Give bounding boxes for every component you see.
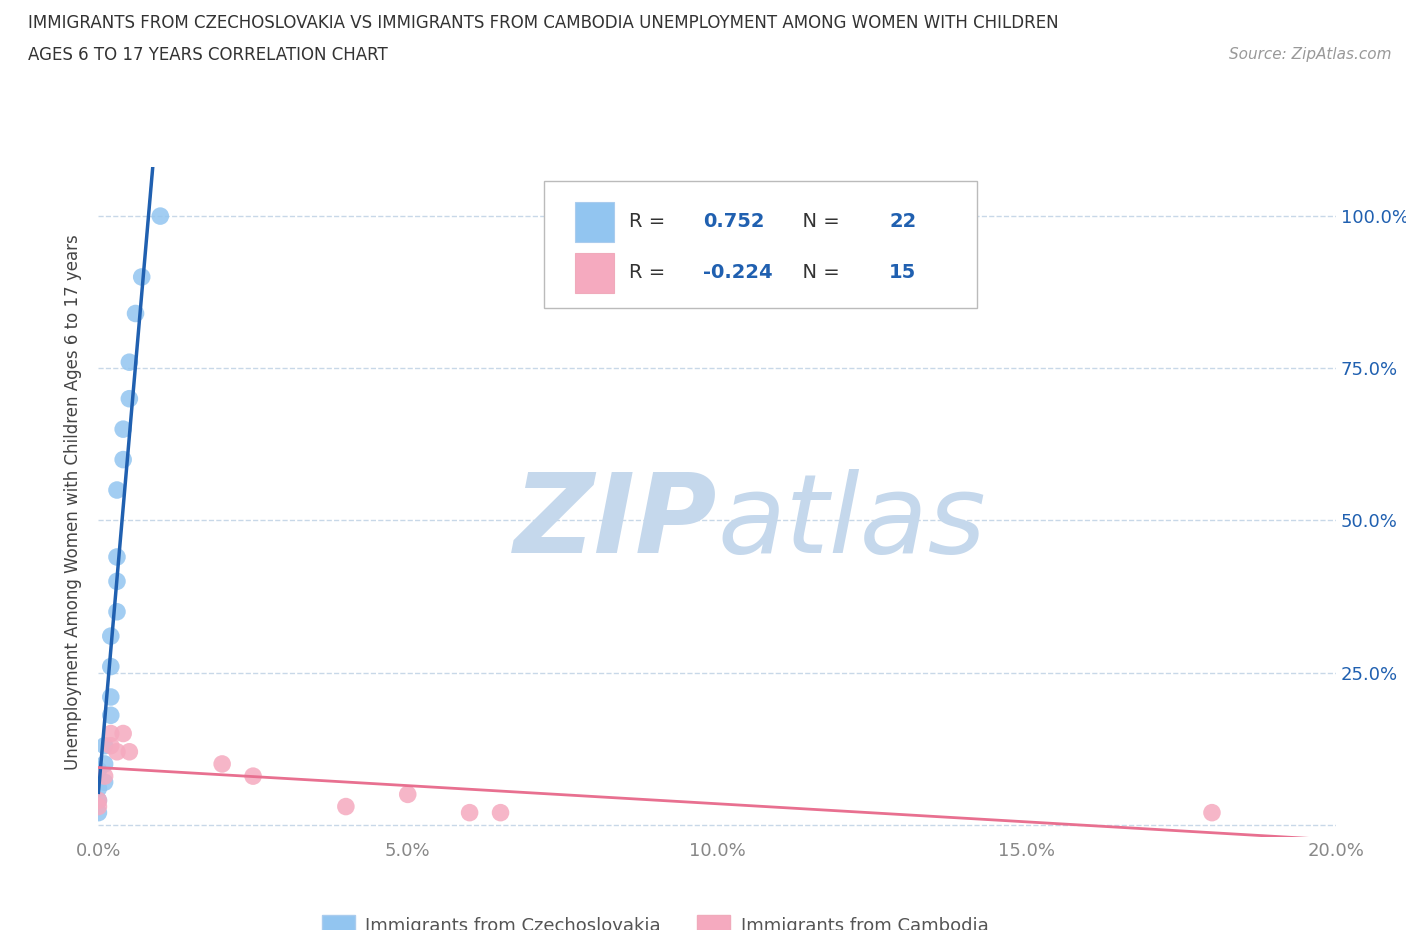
- Point: [118, 392, 141, 406]
- Text: Source: ZipAtlas.com: Source: ZipAtlas.com: [1229, 46, 1392, 61]
- Point: [118, 354, 141, 369]
- Text: N =: N =: [790, 212, 846, 232]
- Point: [87, 781, 110, 796]
- Point: [489, 805, 512, 820]
- Point: [87, 805, 110, 820]
- Point: [118, 744, 141, 759]
- Point: [93, 738, 115, 753]
- Point: [87, 763, 110, 777]
- Text: 0.752: 0.752: [703, 212, 765, 232]
- FancyBboxPatch shape: [575, 253, 614, 293]
- Point: [105, 550, 128, 565]
- Text: R =: R =: [630, 263, 672, 283]
- Point: [93, 769, 115, 784]
- Point: [87, 793, 110, 808]
- Text: 22: 22: [889, 212, 917, 232]
- Point: [458, 805, 481, 820]
- FancyBboxPatch shape: [575, 202, 614, 242]
- Point: [93, 775, 115, 790]
- Point: [242, 769, 264, 784]
- Point: [131, 270, 153, 285]
- Point: [124, 306, 146, 321]
- Point: [105, 574, 128, 589]
- Text: -0.224: -0.224: [703, 263, 773, 283]
- Point: [335, 799, 357, 814]
- Point: [93, 756, 115, 771]
- FancyBboxPatch shape: [544, 180, 977, 308]
- Point: [211, 756, 233, 771]
- Point: [87, 793, 110, 808]
- Text: IMMIGRANTS FROM CZECHOSLOVAKIA VS IMMIGRANTS FROM CAMBODIA UNEMPLOYMENT AMONG WO: IMMIGRANTS FROM CZECHOSLOVAKIA VS IMMIGR…: [28, 14, 1059, 32]
- Text: AGES 6 TO 17 YEARS CORRELATION CHART: AGES 6 TO 17 YEARS CORRELATION CHART: [28, 46, 388, 64]
- Point: [112, 726, 135, 741]
- Point: [112, 452, 135, 467]
- Point: [87, 799, 110, 814]
- Point: [112, 421, 135, 436]
- Point: [105, 483, 128, 498]
- Point: [1201, 805, 1223, 820]
- Point: [100, 708, 122, 723]
- Point: [105, 604, 128, 619]
- Text: atlas: atlas: [717, 469, 986, 576]
- Point: [100, 689, 122, 704]
- Point: [100, 726, 122, 741]
- Text: ZIP: ZIP: [513, 469, 717, 576]
- Point: [100, 629, 122, 644]
- Point: [396, 787, 419, 802]
- Point: [149, 208, 172, 223]
- Legend: Immigrants from Czechoslovakia, Immigrants from Cambodia: Immigrants from Czechoslovakia, Immigran…: [315, 908, 995, 930]
- Text: R =: R =: [630, 212, 672, 232]
- Point: [100, 659, 122, 674]
- Text: N =: N =: [790, 263, 846, 283]
- Point: [105, 744, 128, 759]
- Y-axis label: Unemployment Among Women with Children Ages 6 to 17 years: Unemployment Among Women with Children A…: [65, 234, 83, 770]
- Point: [100, 738, 122, 753]
- Text: 15: 15: [889, 263, 917, 283]
